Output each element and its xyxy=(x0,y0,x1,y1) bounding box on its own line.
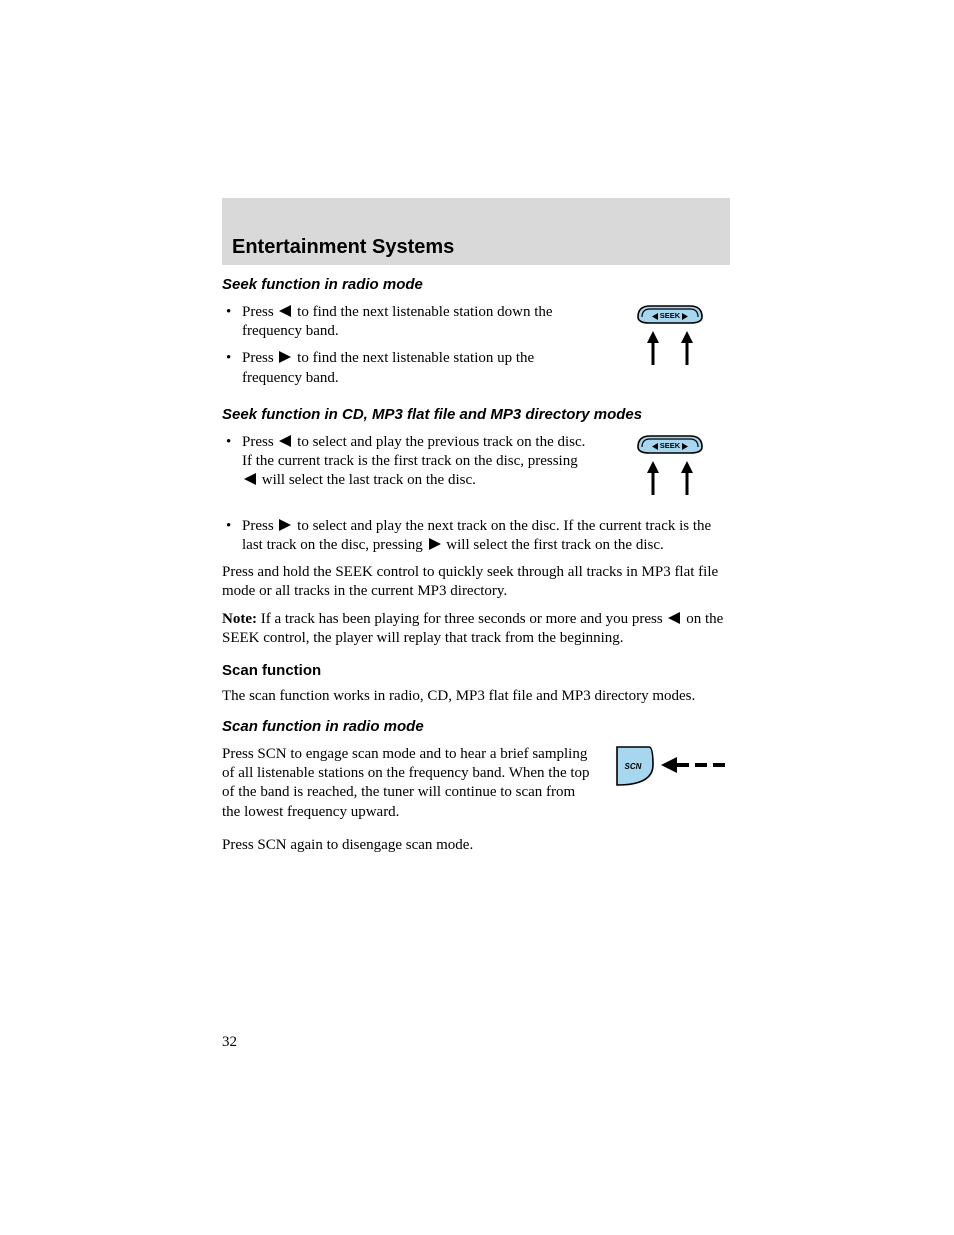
left-triangle-icon xyxy=(668,612,680,624)
right-triangle-icon xyxy=(279,519,291,531)
heading-seek-radio: Seek function in radio mode xyxy=(222,276,730,293)
heading-seek-cd: Seek function in CD, MP3 flat file and M… xyxy=(222,406,730,423)
bullet-next-track: Press to select and play the next track … xyxy=(222,517,730,555)
chapter-title: Entertainment Systems xyxy=(232,236,454,259)
page-number: 32 xyxy=(222,1034,237,1051)
page-content: Seek function in radio mode Press to fin… xyxy=(222,276,730,863)
left-triangle-icon xyxy=(244,473,256,485)
left-triangle-icon xyxy=(279,305,291,317)
para-scan-engage: Press SCN to engage scan mode and to hea… xyxy=(222,745,592,822)
heading-scan-radio: Scan function in radio mode xyxy=(222,718,730,735)
svg-text:SEEK: SEEK xyxy=(660,311,681,320)
left-triangle-icon xyxy=(279,435,291,447)
heading-scan: Scan function xyxy=(222,662,730,679)
scn-button-figure: SCN xyxy=(615,745,725,789)
seek-button-figure: SEEK xyxy=(634,433,706,511)
para-seek-hold: Press and hold the SEEK control to quick… xyxy=(222,563,730,601)
svg-text:SEEK: SEEK xyxy=(660,441,681,450)
seek-button-figure: SEEK xyxy=(634,303,706,381)
para-scan-intro: The scan function works in radio, CD, MP… xyxy=(222,687,730,706)
bullet-seek-up: Press to find the next listenable statio… xyxy=(222,349,592,387)
bullet-prev-track: Press to select and play the previous tr… xyxy=(222,433,592,491)
chapter-header: Entertainment Systems xyxy=(222,198,730,265)
right-triangle-icon xyxy=(279,351,291,363)
right-triangle-icon xyxy=(429,538,441,550)
para-seek-note: Note: If a track has been playing for th… xyxy=(222,610,730,648)
svg-text:SCN: SCN xyxy=(625,762,642,771)
bullet-seek-down: Press to find the next listenable statio… xyxy=(222,303,592,341)
para-scan-disengage: Press SCN again to disengage scan mode. xyxy=(222,836,730,855)
